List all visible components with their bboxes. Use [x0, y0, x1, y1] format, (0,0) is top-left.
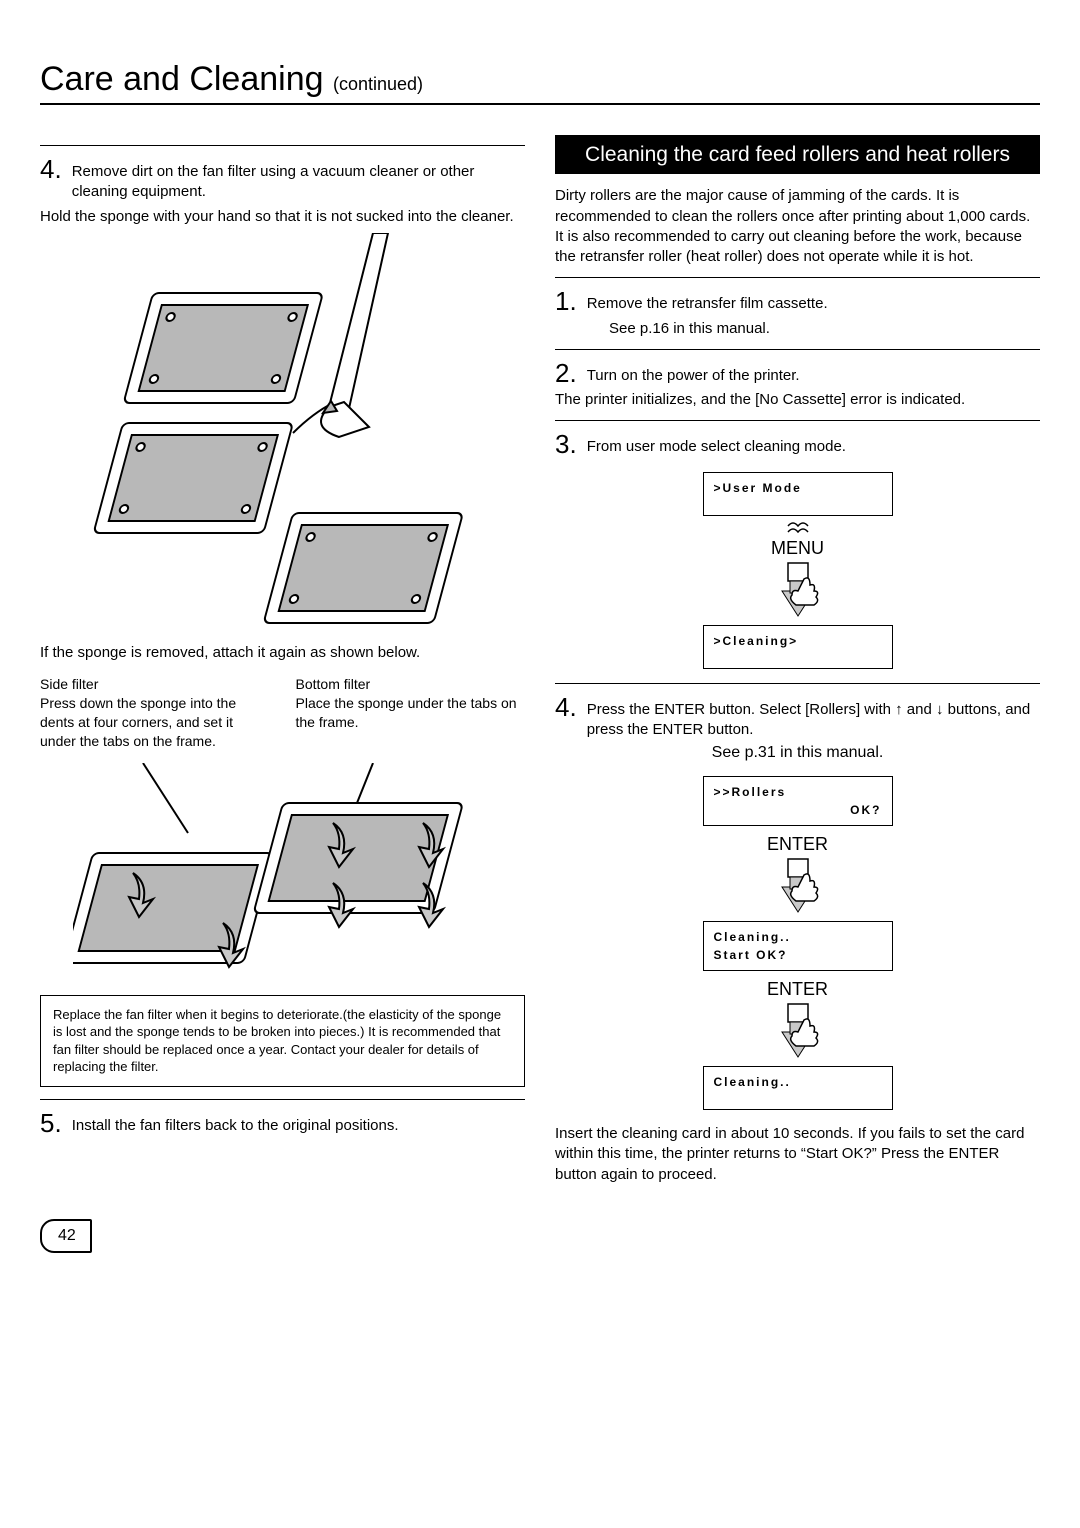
lcd-cleaning-final: Cleaning..	[703, 1066, 893, 1110]
step-2-right: 2. Turn on the power of the printer.	[555, 360, 1040, 386]
sponge-attach-illustration	[73, 763, 493, 983]
replace-filter-note: Replace the fan filter when it begins to…	[40, 995, 525, 1087]
sponge-note: If the sponge is removed, attach it agai…	[40, 643, 525, 663]
lcd-cleaning: >Cleaning>	[703, 625, 893, 669]
roller-intro: Dirty rollers are the major cause of jam…	[555, 186, 1040, 267]
divider	[555, 349, 1040, 350]
title-continued: (continued)	[333, 74, 423, 94]
step-4-left: 4. Remove dirt on the fan filter using a…	[40, 156, 525, 203]
filter-labels-row: Side filter Press down the sponge into t…	[40, 675, 525, 757]
bottom-filter-title: Bottom filter Place the sponge under the…	[296, 675, 526, 732]
menu-sequence: >User Mode MENU >Cleaning>	[555, 468, 1040, 673]
page-number: 42	[40, 1219, 92, 1253]
page-title: Care and Cleaning (continued)	[40, 60, 1040, 105]
step-number: 3.	[555, 431, 577, 457]
step-4-right: 4. Press the ENTER button. Select [Rolle…	[555, 694, 1040, 741]
step-3-right: 3. From user mode select cleaning mode.	[555, 431, 1040, 457]
divider	[40, 145, 525, 146]
step-number: 1.	[555, 288, 577, 314]
step-text: Press the ENTER button. Select [Rollers]…	[587, 694, 1040, 741]
step-text: From user mode select cleaning mode.	[587, 431, 846, 457]
step-4-ref: See p.31 in this manual.	[555, 744, 1040, 762]
step-5-left: 5. Install the fan filters back to the o…	[40, 1110, 525, 1136]
lcd-rollers: >>Rollers OK?	[703, 776, 893, 826]
title-main: Care and Cleaning	[40, 60, 324, 98]
divider	[555, 277, 1040, 278]
step-number: 4.	[555, 694, 577, 720]
step-text: Install the fan filters back to the orig…	[72, 1110, 399, 1136]
closing-text: Insert the cleaning card in about 10 sec…	[555, 1124, 1040, 1185]
enter-label: ENTER	[767, 979, 828, 1000]
lcd-start-ok: Cleaning.. Start OK?	[703, 921, 893, 971]
step-text: Turn on the power of the printer.	[587, 360, 800, 386]
section-header: Cleaning the card feed rollers and heat …	[555, 135, 1040, 174]
step-1-ref: See p.16 in this manual.	[609, 319, 1040, 339]
step-number: 5.	[40, 1110, 62, 1136]
enter-label: ENTER	[767, 834, 828, 855]
arrow-down-icon	[768, 857, 828, 917]
step-number: 2.	[555, 360, 577, 386]
step-2-after: The printer initializes, and the [No Cas…	[555, 390, 1040, 410]
side-filter-title: Side filter Press down the sponge into t…	[40, 675, 270, 751]
arrow-down-icon	[768, 561, 828, 621]
page-number-wrap: 42	[40, 1219, 1040, 1253]
right-column: Cleaning the card feed rollers and heat …	[555, 135, 1040, 1189]
step-text: Remove dirt on the fan filter using a va…	[72, 156, 525, 203]
step-1-right: 1. Remove the retransfer film cassette.	[555, 288, 1040, 314]
divider	[555, 420, 1040, 421]
left-column: 4. Remove dirt on the fan filter using a…	[40, 135, 525, 1189]
step-text: Remove the retransfer film cassette.	[587, 288, 828, 314]
arrow-down-icon	[768, 1002, 828, 1062]
lcd-user-mode: >User Mode	[703, 472, 893, 516]
divider	[40, 1099, 525, 1100]
step-4-after: Hold the sponge with your hand so that i…	[40, 207, 525, 227]
step-number: 4.	[40, 156, 62, 182]
enter-sequence: >>Rollers OK? ENTER Cleaning.. Start OK?…	[555, 772, 1040, 1114]
menu-label: MENU	[771, 538, 824, 559]
divider	[555, 683, 1040, 684]
vacuum-filter-illustration	[83, 233, 483, 633]
